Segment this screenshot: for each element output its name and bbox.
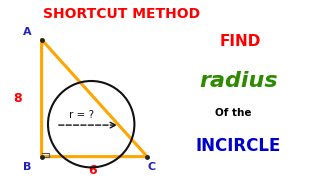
Text: A: A (23, 27, 31, 37)
Text: radius: radius (199, 71, 278, 91)
Text: C: C (148, 162, 156, 172)
Text: 8: 8 (13, 93, 22, 105)
Text: INCIRCLE: INCIRCLE (196, 137, 281, 155)
Text: SHORTCUT METHOD: SHORTCUT METHOD (43, 7, 200, 21)
Text: r = ?: r = ? (69, 110, 94, 120)
Text: Of the: Of the (215, 107, 252, 118)
Text: FIND: FIND (219, 34, 261, 49)
Text: B: B (23, 162, 31, 172)
Text: 6: 6 (89, 164, 97, 177)
